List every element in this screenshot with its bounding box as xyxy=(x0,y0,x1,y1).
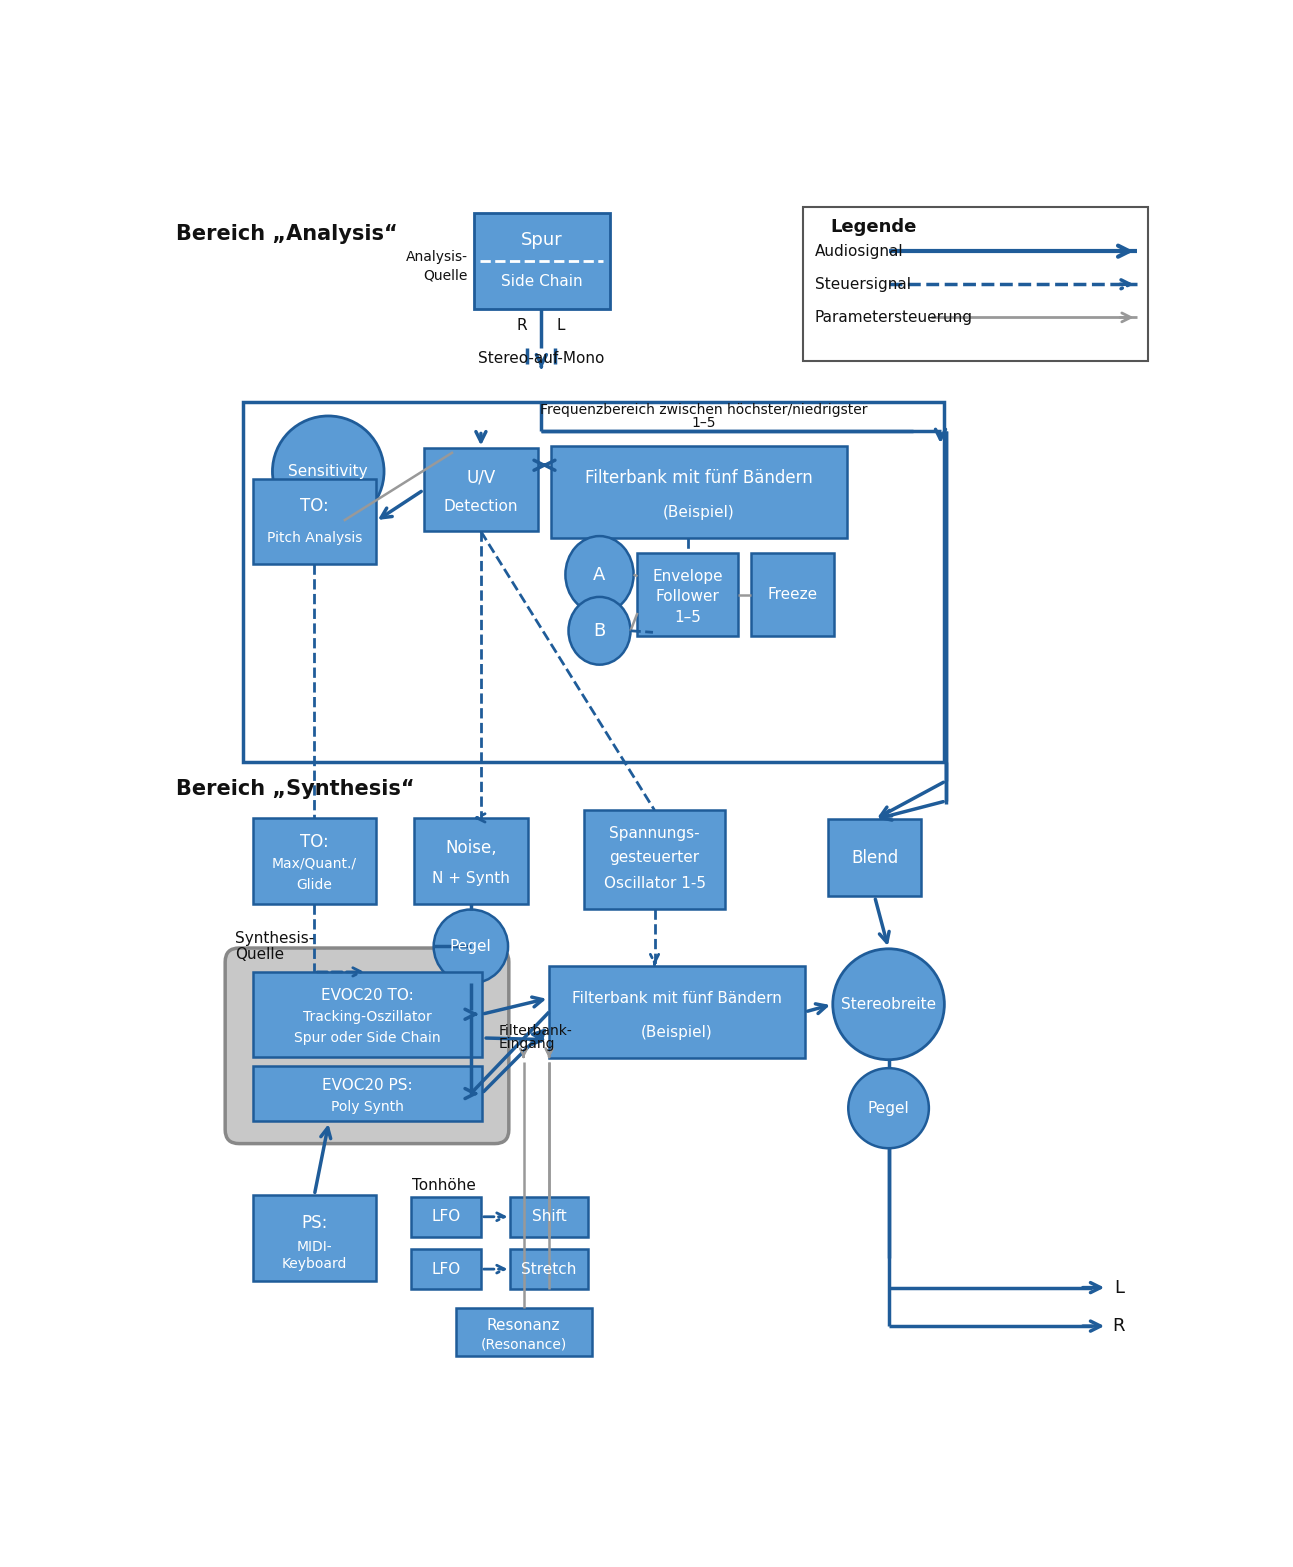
Text: Noise,: Noise, xyxy=(445,838,497,857)
Bar xyxy=(253,1066,482,1122)
Text: Quelle: Quelle xyxy=(235,946,284,962)
Text: Poly Synth: Poly Synth xyxy=(331,1100,403,1114)
Bar xyxy=(456,1308,592,1355)
Text: Stereo-auf-Mono: Stereo-auf-Mono xyxy=(478,351,605,367)
Text: Spannungs-: Spannungs- xyxy=(609,826,700,841)
Text: A: A xyxy=(593,566,605,583)
Text: Glide: Glide xyxy=(296,878,332,892)
Text: Quelle: Quelle xyxy=(423,268,468,282)
Text: Synthesis-: Synthesis- xyxy=(235,931,314,946)
Text: PS:: PS: xyxy=(301,1214,327,1232)
Text: Freeze: Freeze xyxy=(768,588,817,602)
Text: Spur oder Side Chain: Spur oder Side Chain xyxy=(294,1031,441,1045)
Text: L: L xyxy=(1113,1279,1124,1296)
Text: Filterbank-: Filterbank- xyxy=(499,1025,573,1039)
Text: Steuersignal: Steuersignal xyxy=(815,277,912,291)
Bar xyxy=(475,213,609,309)
Bar xyxy=(637,553,738,636)
Ellipse shape xyxy=(833,948,944,1059)
Text: Shift: Shift xyxy=(531,1210,566,1224)
Text: TO:: TO: xyxy=(300,834,328,851)
Text: 1–5: 1–5 xyxy=(675,611,701,625)
Text: Filterbank mit fünf Bändern: Filterbank mit fünf Bändern xyxy=(572,990,782,1006)
Bar xyxy=(424,448,538,531)
Bar xyxy=(411,1249,481,1290)
Bar xyxy=(511,1249,588,1290)
Bar xyxy=(550,965,804,1058)
Ellipse shape xyxy=(273,415,384,527)
Text: Tonhöhe: Tonhöhe xyxy=(412,1178,476,1192)
Text: N + Synth: N + Synth xyxy=(432,871,509,885)
Text: Blend: Blend xyxy=(851,849,899,867)
Text: Tracking-Oszillator: Tracking-Oszillator xyxy=(303,1009,432,1023)
Bar xyxy=(414,818,529,904)
Text: Parametersteuerung: Parametersteuerung xyxy=(815,310,972,324)
Text: Bereich „Analysis“: Bereich „Analysis“ xyxy=(176,224,397,244)
Text: MIDI-
Keyboard: MIDI- Keyboard xyxy=(282,1241,347,1271)
Text: Stretch: Stretch xyxy=(521,1261,577,1277)
Bar xyxy=(411,1197,481,1236)
Text: (Beispiel): (Beispiel) xyxy=(641,1025,712,1040)
Text: Audiosignal: Audiosignal xyxy=(815,244,904,259)
Text: Follower: Follower xyxy=(656,589,720,603)
Text: Spur: Spur xyxy=(521,230,562,249)
Text: Envelope: Envelope xyxy=(653,569,723,584)
Bar xyxy=(253,972,482,1056)
Text: Max/Quant./: Max/Quant./ xyxy=(272,857,357,871)
Text: Bereich „Synthesis“: Bereich „Synthesis“ xyxy=(176,779,414,799)
Ellipse shape xyxy=(848,1069,928,1149)
Text: Pegel: Pegel xyxy=(450,939,491,954)
Ellipse shape xyxy=(565,536,634,613)
Text: Legende: Legende xyxy=(830,218,917,235)
Text: U/V: U/V xyxy=(467,469,495,486)
Text: R: R xyxy=(517,318,528,334)
Bar xyxy=(828,820,921,896)
Text: EVOC20 PS:: EVOC20 PS: xyxy=(322,1078,412,1092)
Text: Filterbank mit fünf Bändern: Filterbank mit fünf Bändern xyxy=(584,470,812,487)
Text: (Resonance): (Resonance) xyxy=(481,1337,566,1351)
Text: LFO: LFO xyxy=(432,1261,460,1277)
Text: Oscillator 1-5: Oscillator 1-5 xyxy=(604,876,706,890)
Bar xyxy=(253,1196,375,1282)
Ellipse shape xyxy=(569,597,631,664)
Bar xyxy=(751,553,834,636)
Text: Sensitivity: Sensitivity xyxy=(288,464,369,480)
Text: Side Chain: Side Chain xyxy=(500,274,582,290)
Text: Pitch Analysis: Pitch Analysis xyxy=(266,531,362,545)
Bar xyxy=(253,480,375,564)
Text: LFO: LFO xyxy=(432,1210,460,1224)
Text: B: B xyxy=(593,622,605,639)
Text: Stereobreite: Stereobreite xyxy=(840,997,936,1012)
Text: Analysis-: Analysis- xyxy=(406,251,468,265)
Bar xyxy=(253,818,375,904)
Bar xyxy=(551,447,847,539)
Text: Frequenzbereich zwischen höchster/niedrigster: Frequenzbereich zwischen höchster/niedri… xyxy=(540,403,868,417)
Text: L: L xyxy=(556,318,565,334)
Text: TO:: TO: xyxy=(300,497,328,516)
Text: Detection: Detection xyxy=(443,498,518,514)
Ellipse shape xyxy=(433,909,508,984)
Bar xyxy=(803,207,1148,362)
Text: (Beispiel): (Beispiel) xyxy=(663,505,734,520)
Text: R: R xyxy=(1112,1318,1125,1335)
Text: Pegel: Pegel xyxy=(868,1100,909,1116)
Bar xyxy=(511,1197,588,1236)
Text: Eingang: Eingang xyxy=(499,1037,555,1051)
Text: 1–5: 1–5 xyxy=(692,415,716,429)
Text: Resonanz: Resonanz xyxy=(486,1318,560,1332)
Bar xyxy=(584,810,725,909)
FancyBboxPatch shape xyxy=(225,948,509,1144)
Text: EVOC20 TO:: EVOC20 TO: xyxy=(321,989,414,1003)
Bar xyxy=(243,403,944,763)
Text: gesteuerter: gesteuerter xyxy=(609,849,700,865)
